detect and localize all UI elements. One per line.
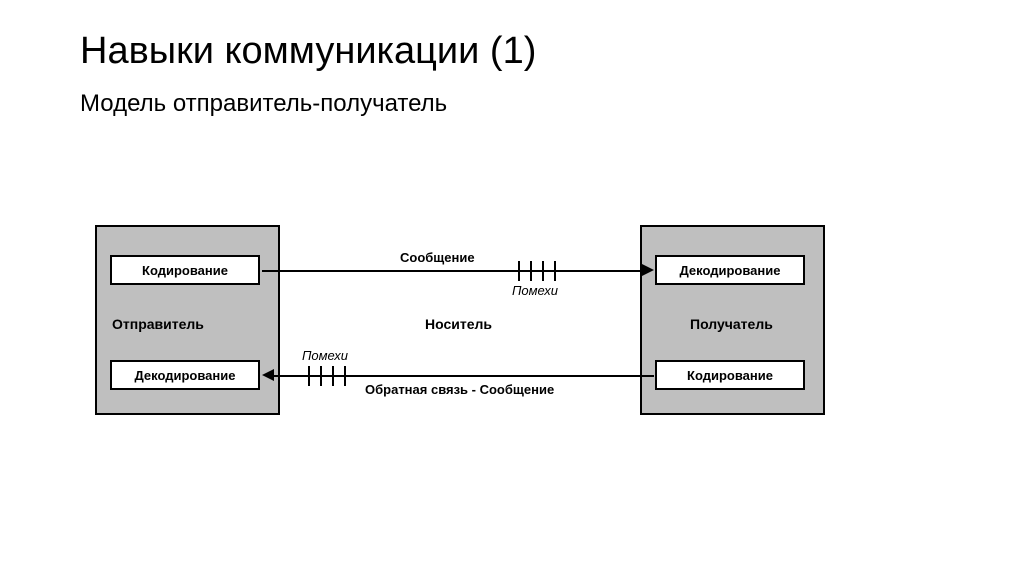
feedback-label: Обратная связь - Сообщение xyxy=(365,382,554,397)
noise-tick xyxy=(320,366,322,386)
receiver-encode-label: Кодирование xyxy=(687,368,773,383)
noise-tick xyxy=(518,261,520,281)
sender-encode-label: Кодирование xyxy=(142,263,228,278)
noise-bottom-label: Помехи xyxy=(302,348,348,363)
receiver-label: Получатель xyxy=(690,316,773,332)
sender-decode-box: Декодирование xyxy=(110,360,260,390)
noise-tick xyxy=(554,261,556,281)
sender-encode-box: Кодирование xyxy=(110,255,260,285)
noise-tick xyxy=(530,261,532,281)
sender-decode-label: Декодирование xyxy=(134,368,235,383)
sender-label: Отправитель xyxy=(112,316,204,332)
slide: Навыки коммуникации (1) Модель отправите… xyxy=(0,0,1024,574)
noise-tick xyxy=(344,366,346,386)
feedback-arrow-head xyxy=(262,369,274,381)
communication-diagram: Кодирование Отправитель Декодирование Де… xyxy=(0,0,1024,574)
message-label: Сообщение xyxy=(400,250,475,265)
message-arrow-head xyxy=(642,264,654,276)
receiver-decode-box: Декодирование xyxy=(655,255,805,285)
noise-tick xyxy=(308,366,310,386)
message-arrow-line xyxy=(262,270,642,272)
noise-tick xyxy=(542,261,544,281)
feedback-arrow-line xyxy=(274,375,654,377)
receiver-encode-box: Кодирование xyxy=(655,360,805,390)
medium-label: Носитель xyxy=(425,316,492,332)
receiver-decode-label: Декодирование xyxy=(679,263,780,278)
noise-tick xyxy=(332,366,334,386)
noise-top-label: Помехи xyxy=(512,283,558,298)
